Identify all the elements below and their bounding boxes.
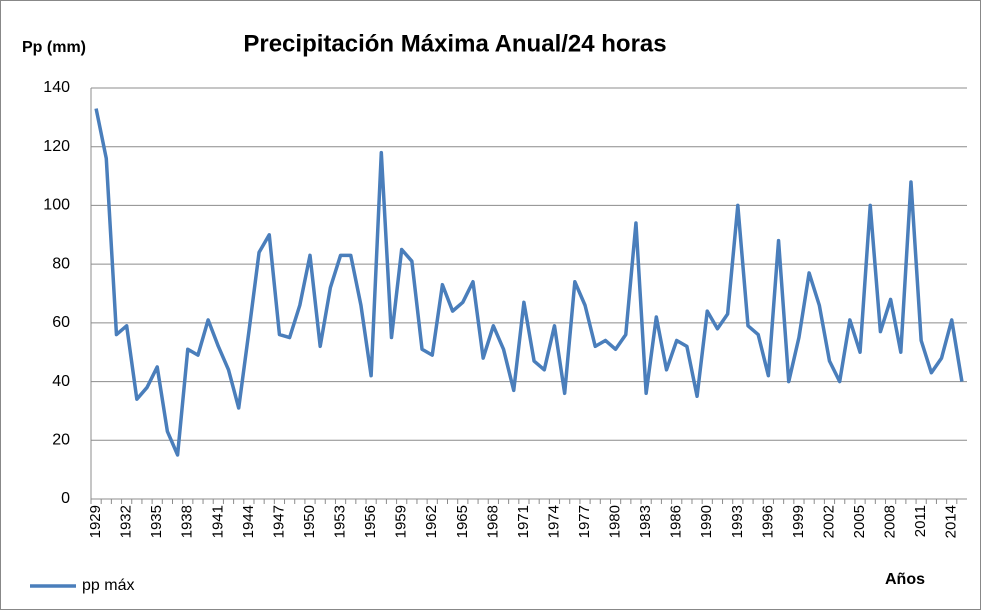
x-tick-label: 1962 — [423, 505, 440, 538]
x-tick-label: 1986 — [668, 505, 685, 538]
x-tick-label: 1980 — [607, 505, 624, 538]
x-tick-label: 2008 — [882, 505, 899, 538]
x-tick-label: 1993 — [729, 505, 746, 538]
y-tick-label: 100 — [43, 197, 70, 214]
x-tick-label: 2011 — [912, 505, 929, 537]
y-tick-label: 0 — [61, 490, 70, 507]
x-tick-label: 1971 — [515, 505, 532, 538]
x-tick-label: 1965 — [454, 505, 471, 538]
x-tick-label: 1977 — [576, 505, 593, 538]
y-tick-label: 40 — [52, 373, 70, 390]
x-tick-label: 1996 — [759, 505, 776, 538]
x-tick-label: 1968 — [484, 505, 501, 538]
x-tick-label: 1944 — [240, 505, 257, 538]
x-tick-label: 1935 — [148, 505, 165, 538]
x-tick-label: 2002 — [820, 505, 837, 538]
x-tick-label: 1932 — [118, 505, 135, 538]
x-tick-label: 2014 — [943, 505, 960, 538]
x-tick-label: 1947 — [270, 505, 287, 538]
x-tick-label: 1929 — [87, 505, 104, 538]
y-axis-label: Pp (mm) — [22, 39, 86, 56]
data-line — [94, 108, 964, 457]
x-tick-label: 1999 — [790, 505, 807, 538]
y-tick-label: 120 — [43, 138, 70, 155]
chart-title: Precipitación Máxima Anual/24 horas — [243, 30, 666, 57]
x-tick-label: 2005 — [851, 505, 868, 538]
x-tick-label: 1959 — [393, 505, 410, 538]
x-tick-label: 1956 — [362, 505, 379, 538]
x-tick-label: 1941 — [209, 505, 226, 538]
legend-label: pp máx — [82, 577, 134, 594]
x-tick-label: 1938 — [179, 505, 196, 538]
x-tick-label: 1983 — [637, 505, 654, 538]
x-tick-label: 1990 — [698, 505, 715, 538]
x-tick-label: 1950 — [301, 505, 318, 538]
y-tick-label: 80 — [52, 255, 70, 272]
x-axis-label: Años — [885, 571, 925, 588]
x-tick-label: 1953 — [332, 505, 349, 538]
y-tick-label: 140 — [43, 79, 70, 96]
y-tick-label: 60 — [52, 314, 70, 331]
x-tick-label: 1974 — [545, 505, 562, 538]
y-tick-label: 20 — [52, 432, 70, 449]
